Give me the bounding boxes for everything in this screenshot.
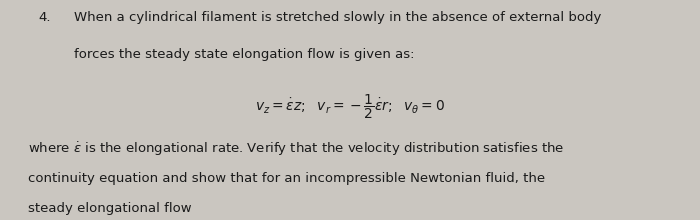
Text: forces the steady state elongation flow is given as:: forces the steady state elongation flow … xyxy=(74,48,414,61)
Text: continuity equation and show that for an incompressible Newtonian fluid, the: continuity equation and show that for an… xyxy=(28,172,545,185)
Text: where $\dot{\varepsilon}$ is the elongational rate. Verify that the velocity dis: where $\dot{\varepsilon}$ is the elongat… xyxy=(28,141,564,158)
Text: $v_z = \dot{\varepsilon}z;\ \ v_r = -\dfrac{1}{2}\dot{\varepsilon}r;\ \ v_\theta: $v_z = \dot{\varepsilon}z;\ \ v_r = -\df… xyxy=(255,92,445,121)
Text: 4.: 4. xyxy=(38,11,51,24)
Text: steady elongational flow: steady elongational flow xyxy=(28,202,192,215)
Text: When a cylindrical filament is stretched slowly in the absence of external body: When a cylindrical filament is stretched… xyxy=(74,11,601,24)
